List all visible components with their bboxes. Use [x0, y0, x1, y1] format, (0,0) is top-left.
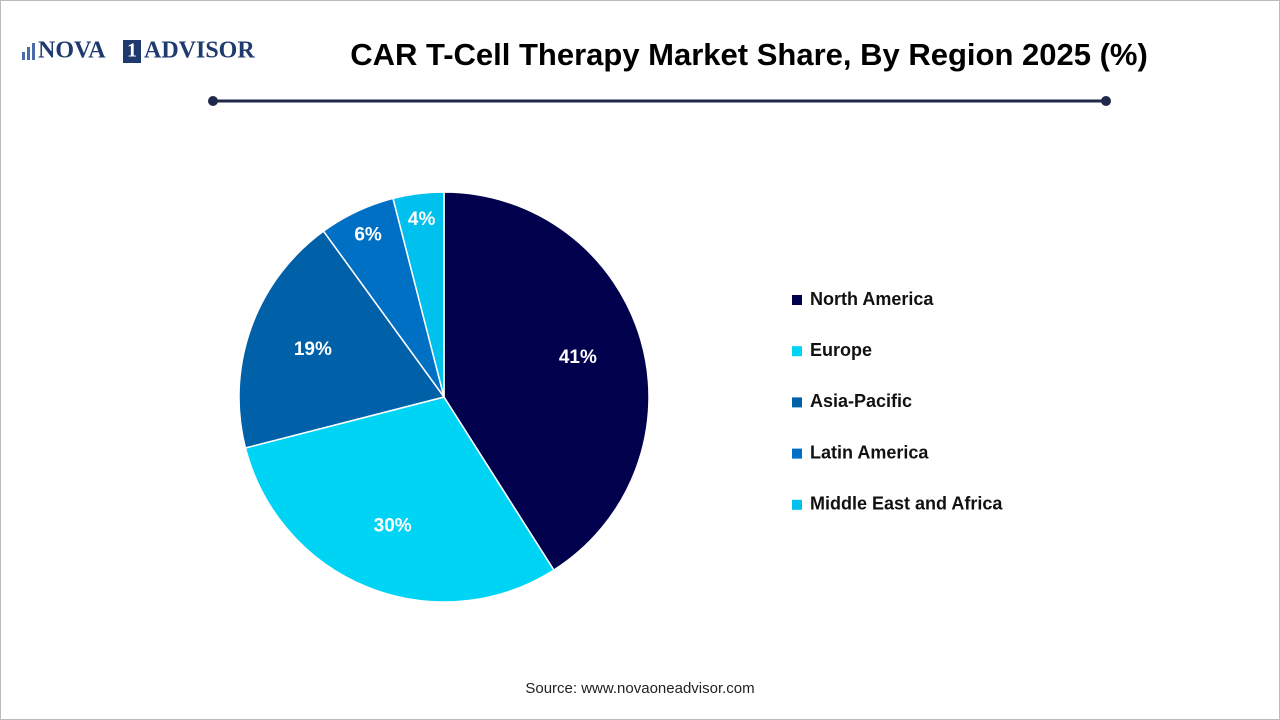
pie-slice [443, 191, 650, 572]
chart-title: CAR T-Cell Therapy Market Share, By Regi… [350, 37, 1148, 72]
legend-swatch [792, 397, 802, 408]
logo-bar [22, 52, 25, 60]
legend-label: Europe [810, 340, 872, 360]
logo-text: ADVISOR [144, 38, 255, 64]
legend-label: Latin America [810, 442, 929, 462]
logo-box [123, 40, 141, 63]
pie: 41% 30% 19% 6% 4% [238, 191, 650, 603]
logo-text: NOVA [38, 38, 106, 64]
logo-bar [27, 47, 30, 60]
legend-swatch [792, 499, 802, 510]
source: Source: www.novaoneadvisor.com [525, 680, 754, 697]
legend-swatch [792, 448, 802, 459]
pie-slice [244, 396, 555, 603]
data-label: 30% [374, 516, 412, 537]
legend-label: Asia-Pacific [810, 391, 912, 411]
logo: NOVA 1 ADVISOR [22, 38, 255, 64]
rule-dot [1101, 96, 1111, 106]
logo-mark: 1 [127, 40, 137, 62]
logo-bar [32, 43, 35, 60]
pie-slice [392, 191, 445, 398]
legend-swatch [792, 346, 802, 357]
legend-label: Middle East and Africa [810, 494, 1003, 514]
legend: North America Europe Asia-Pacific Latin Ame… [792, 289, 1003, 514]
pie-slice [238, 230, 446, 449]
data-label: 6% [354, 225, 382, 246]
legend-swatch [792, 295, 802, 305]
data-label: 19% [294, 339, 332, 360]
rule-dot [208, 96, 218, 106]
legend-label: North America [810, 289, 934, 309]
data-label: 4% [408, 209, 436, 230]
data-label: 41% [559, 347, 597, 368]
